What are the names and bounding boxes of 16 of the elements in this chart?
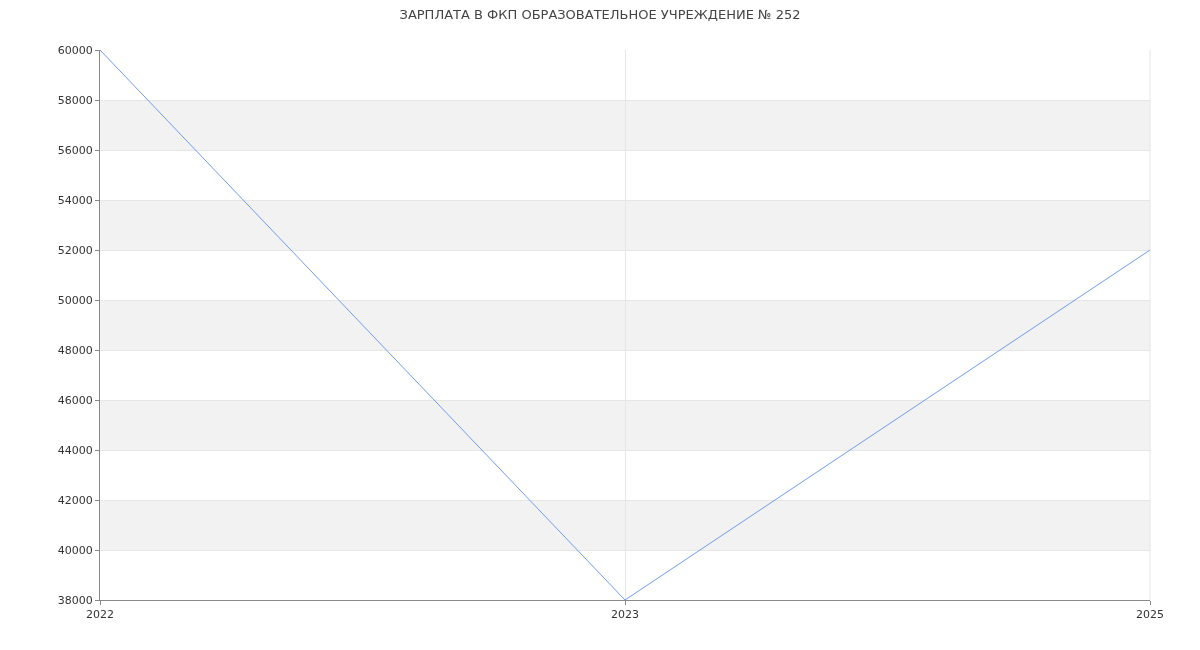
y-tick-label: 52000 bbox=[57, 243, 93, 257]
y-tick-label: 46000 bbox=[57, 393, 93, 407]
x-tick-label: 2025 bbox=[1136, 608, 1164, 622]
y-tick-label: 42000 bbox=[57, 493, 93, 507]
chart-title: ЗАРПЛАТА В ФКП ОБРАЗОВАТЕЛЬНОЕ УЧРЕЖДЕНИЕ № 252 bbox=[399, 6, 801, 22]
y-tick-label: 58000 bbox=[57, 93, 93, 107]
y-tick-label: 44000 bbox=[57, 443, 93, 457]
y-tick-label: 50000 bbox=[57, 293, 93, 307]
y-tick-label: 56000 bbox=[57, 143, 93, 157]
y-tick-label: 40000 bbox=[57, 543, 93, 557]
y-tick-label: 38000 bbox=[57, 593, 93, 607]
x-tick-label: 2022 bbox=[86, 608, 114, 622]
y-tick-label: 60000 bbox=[57, 43, 93, 57]
x-tick-label: 2023 bbox=[611, 608, 639, 622]
y-tick-label: 48000 bbox=[57, 343, 93, 357]
y-tick-label: 54000 bbox=[57, 193, 93, 207]
